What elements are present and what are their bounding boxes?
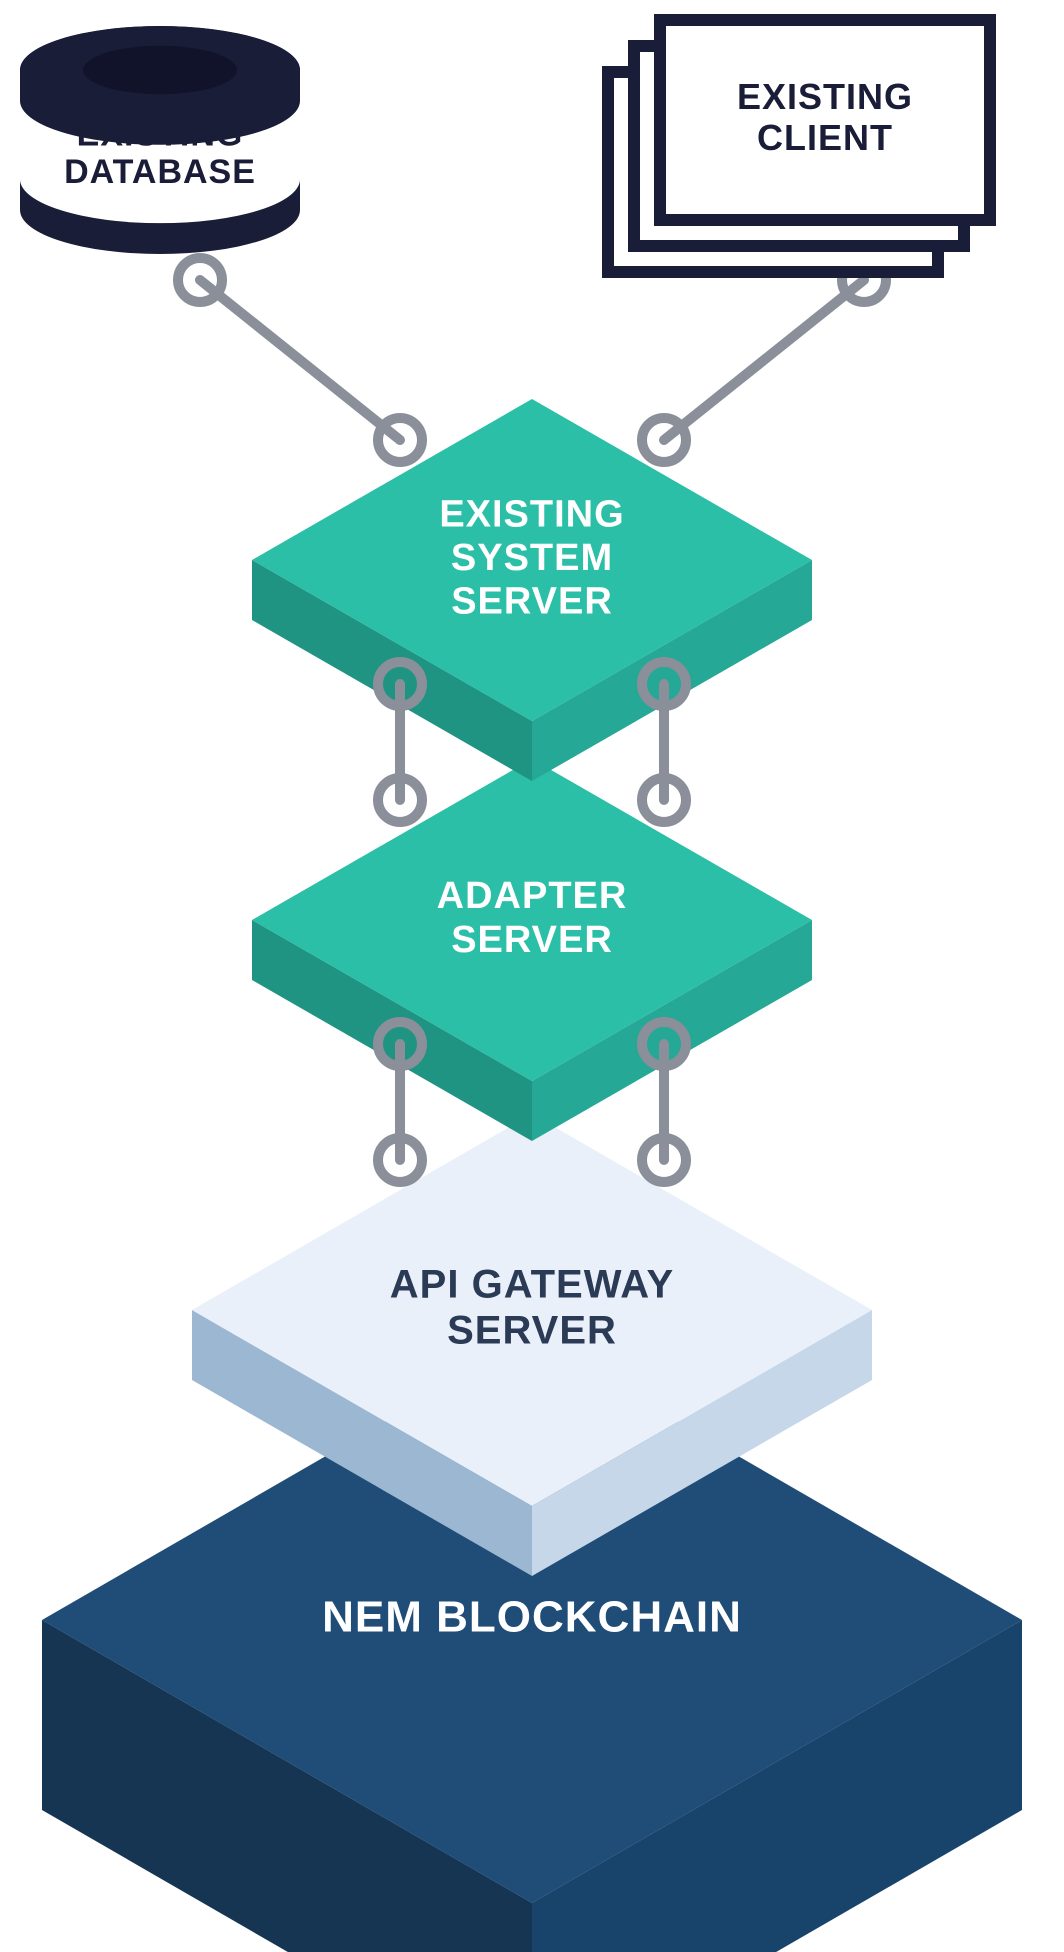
c-db-sys	[178, 258, 422, 462]
adapter-label-line-1: SERVER	[451, 919, 613, 961]
adapter-label-line-0: ADAPTER	[437, 875, 628, 917]
existing-system-label-line-1: SYSTEM	[451, 537, 613, 579]
c-client-sys	[642, 258, 886, 462]
api-gateway-label-line-1: SERVER	[447, 1309, 617, 1353]
api-gateway-label-line-0: API GATEWAY	[390, 1263, 674, 1307]
existing-system-label-line-2: SERVER	[451, 581, 613, 623]
existing-database: EXISTINGDATABASE	[20, 26, 300, 254]
client-label-line-0: EXISTING	[737, 76, 913, 117]
existing-client: EXISTINGCLIENT	[608, 20, 990, 272]
client-label-line-1: CLIENT	[757, 117, 893, 158]
existing-system-layer: EXISTINGSYSTEMSERVER	[252, 399, 812, 781]
adapter-layer: ADAPTERSERVER	[252, 759, 812, 1141]
blockchain-label-line-0: NEM BLOCKCHAIN	[322, 1593, 742, 1642]
database-label-line-1: DATABASE	[64, 153, 256, 191]
existing-system-label-line-0: EXISTING	[439, 493, 624, 535]
database-label-line-0: EXISTING	[77, 116, 244, 154]
